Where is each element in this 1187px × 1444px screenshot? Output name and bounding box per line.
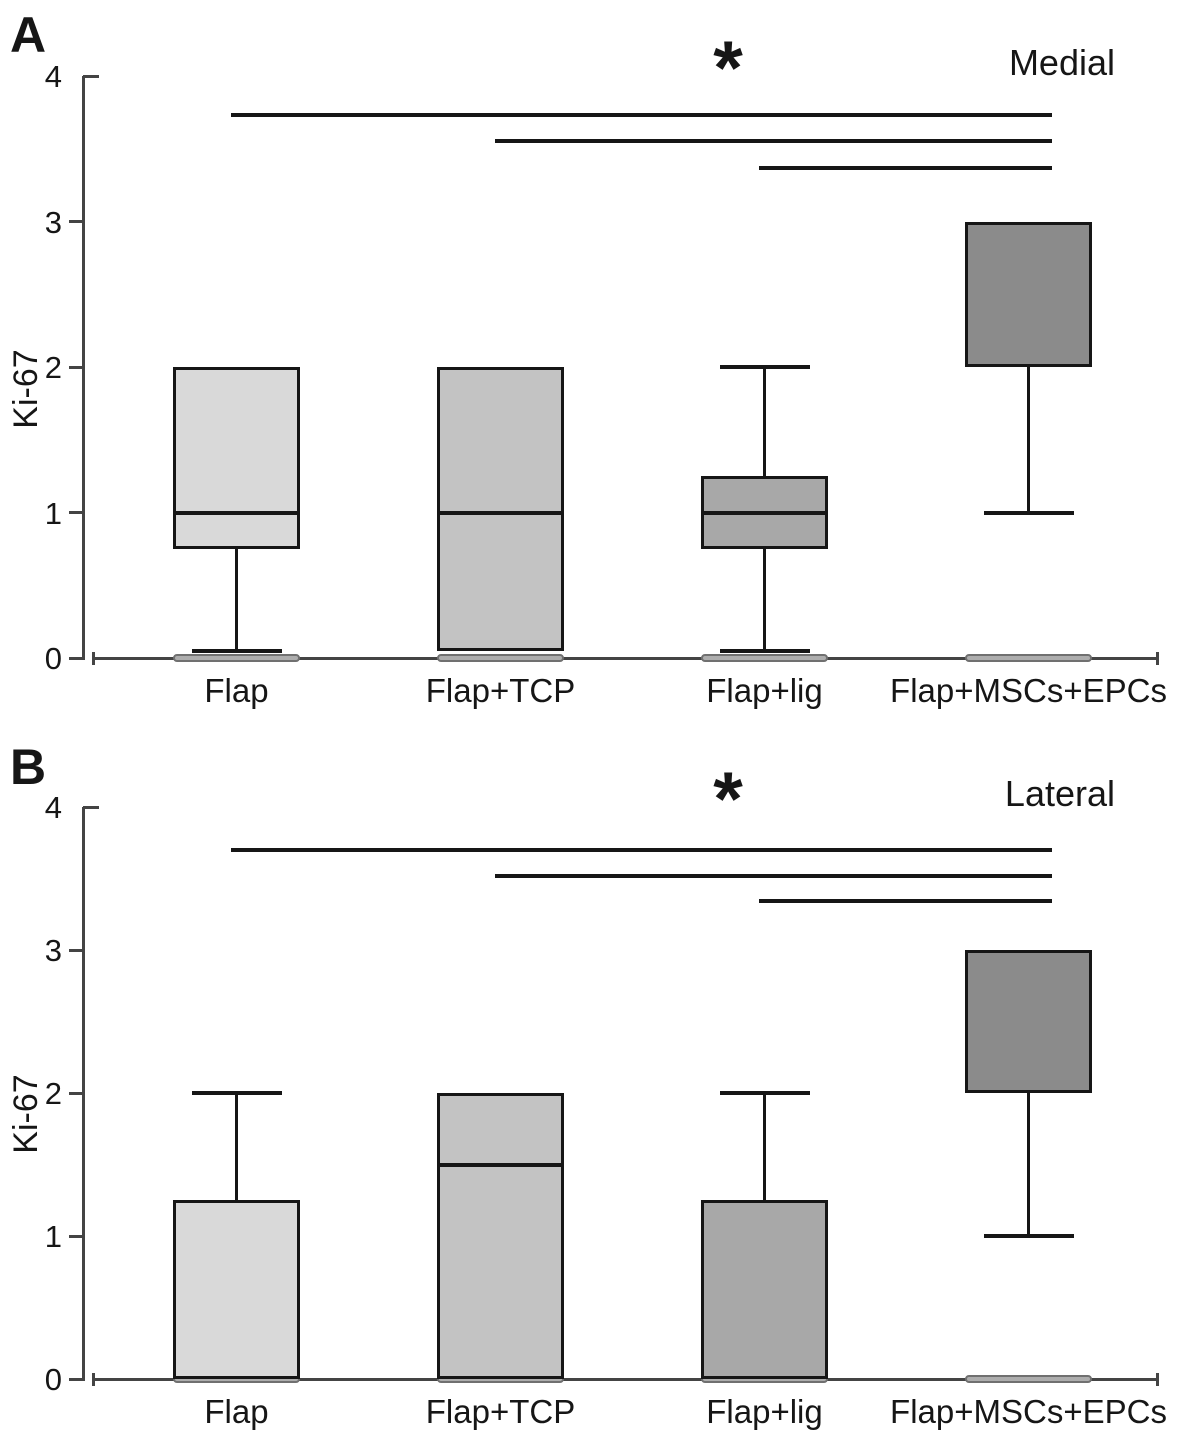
y-tick	[69, 656, 83, 660]
significance-line	[494, 139, 1052, 144]
x-axis-right-cap	[1156, 652, 1159, 665]
box-median-line	[437, 1162, 564, 1167]
category-label-flap-lig: Flap+lig	[706, 672, 823, 709]
significance-line	[758, 165, 1052, 170]
zero-strip-flap-mscs-epcs	[965, 654, 1092, 662]
y-tick	[69, 1091, 83, 1095]
box-flap-mscs-epcs	[965, 950, 1092, 1093]
whisker-line-high	[763, 1093, 766, 1201]
whisker-line-low	[1027, 1093, 1030, 1236]
whisker-line-high	[763, 367, 766, 477]
y-axis-line	[81, 807, 85, 1381]
x-axis-left-cap	[92, 1373, 95, 1386]
whisker-line-low	[763, 548, 766, 651]
significance-asterisk: *	[713, 26, 743, 111]
y-axis-end-cap	[83, 806, 99, 809]
whisker-cap-low	[719, 648, 810, 653]
category-label-flap: Flap	[204, 1393, 269, 1430]
y-tick-label: 3	[44, 933, 62, 968]
box-flap-tcp	[437, 367, 564, 651]
zero-strip-flap-mscs-epcs	[965, 1375, 1092, 1383]
whisker-cap-high	[719, 1091, 810, 1095]
y-tick-label: 4	[44, 59, 62, 94]
y-tick-label: 2	[44, 1076, 62, 1111]
significance-line	[758, 899, 1052, 904]
significance-asterisk: *	[713, 757, 743, 842]
y-tick-label: 1	[44, 1219, 62, 1254]
y-axis-label: Ki-67	[7, 349, 45, 429]
y-tick	[69, 511, 83, 514]
whisker-cap-low	[983, 510, 1074, 515]
x-axis-right-cap	[1156, 1373, 1159, 1386]
zero-strip-flap-tcp	[437, 654, 564, 662]
y-tick-label: 2	[44, 350, 62, 385]
y-tick	[69, 365, 83, 369]
panel-side-label: Medial	[1008, 42, 1115, 83]
y-axis-line	[81, 76, 85, 660]
whisker-line-high	[235, 1093, 238, 1201]
box-flap	[173, 367, 300, 549]
y-axis-end-cap	[83, 75, 99, 78]
box-flap	[173, 1200, 300, 1379]
whisker-line-low	[1027, 367, 1030, 513]
whisker-line-low	[235, 548, 238, 651]
box-flap-tcp	[437, 1093, 564, 1379]
category-label-flap-mscs-epcs: Flap+MSCs+EPCs	[890, 1393, 1167, 1430]
y-axis-label: Ki-67	[7, 1074, 45, 1155]
category-label-flap-tcp: Flap+TCP	[425, 672, 576, 709]
y-tick	[69, 220, 83, 223]
category-label-flap: Flap	[204, 672, 269, 709]
significance-line	[494, 873, 1052, 878]
box-flap-lig	[701, 1200, 828, 1379]
box-median-line	[173, 510, 300, 515]
y-tick-label: 0	[44, 1362, 62, 1397]
whisker-cap-high	[719, 365, 810, 369]
x-axis-left-cap	[92, 652, 95, 665]
y-tick-label: 3	[44, 204, 62, 240]
whisker-cap-high	[191, 1091, 282, 1095]
y-tick	[69, 1234, 83, 1238]
category-label-flap-tcp: Flap+TCP	[425, 1393, 576, 1430]
y-tick-label: 4	[44, 790, 62, 825]
category-label-flap-mscs-epcs: Flap+MSCs+EPCs	[890, 672, 1167, 709]
category-label-flap-lig: Flap+lig	[706, 1393, 823, 1430]
box-median-line	[437, 510, 564, 515]
whisker-cap-low	[983, 1234, 1074, 1238]
zero-strip-flap-lig	[701, 654, 828, 662]
x-axis-line	[93, 657, 1158, 660]
y-tick-label: 0	[44, 641, 62, 676]
panel-letter-b: B	[10, 739, 47, 795]
x-axis-line	[93, 1378, 1158, 1381]
significance-line	[230, 847, 1052, 852]
panel-letter-a: A	[10, 7, 47, 63]
whisker-cap-low	[191, 648, 282, 653]
box-flap-mscs-epcs	[965, 221, 1092, 367]
panel-side-label: Lateral	[1004, 773, 1115, 814]
box-median-line	[701, 510, 828, 515]
significance-line	[230, 113, 1052, 118]
y-tick-label: 1	[44, 495, 62, 531]
y-tick	[69, 948, 83, 952]
y-tick	[69, 1377, 83, 1381]
zero-strip-flap	[173, 654, 300, 662]
